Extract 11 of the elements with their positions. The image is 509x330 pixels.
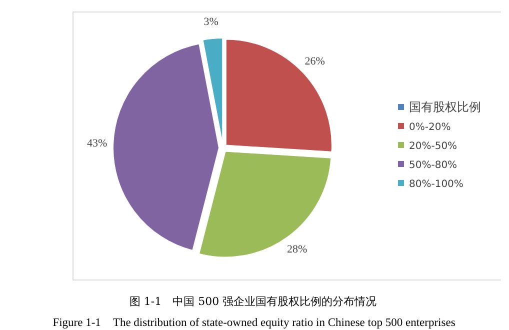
data-label: 28%: [286, 243, 308, 256]
legend-title: 国有股权比例: [409, 100, 481, 114]
legend-label: 80%-100%: [409, 179, 464, 190]
data-label: 43%: [86, 138, 108, 150]
legend-label: 50%-80%: [409, 160, 458, 171]
text: Figure 1-1 The distribution of state-owned equity ratio in Chinese top 500 enterprises: [52, 317, 456, 329]
legend-label: 0%-20%: [409, 122, 451, 133]
data-label: 26%: [304, 55, 325, 68]
data-label: 3%: [204, 16, 218, 28]
text: 图 1-1 中国 500 强企业国有股权比例的分布情况: [129, 295, 377, 308]
legend-label: 20%-50%: [409, 141, 458, 152]
